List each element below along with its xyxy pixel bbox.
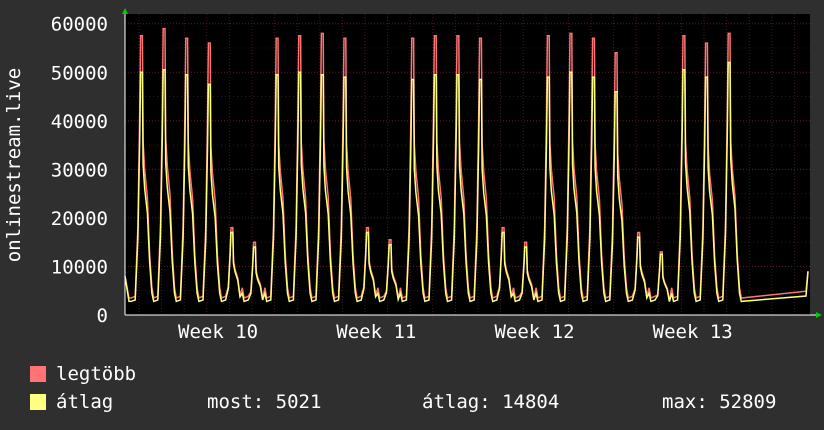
x-axis-arrow-icon <box>816 312 822 318</box>
stat-now: most: 5021 <box>207 391 322 413</box>
y-tick-label: 20000 <box>51 208 108 230</box>
y-tick-label: 40000 <box>51 111 108 133</box>
x-tick-label: Week 13 <box>653 321 733 343</box>
legend-swatch-avg <box>30 394 46 410</box>
y-axis-arrow-icon <box>122 8 128 14</box>
x-tick-label: Week 10 <box>178 321 258 343</box>
y-tick-label: 0 <box>97 305 108 327</box>
y-tick-label: 10000 <box>51 256 108 278</box>
y-ticks: 0 10000 20000 30000 40000 50000 60000 <box>51 14 108 327</box>
y-tick-label: 50000 <box>51 62 108 84</box>
x-ticks: Week 10 Week 11 Week 12 Week 13 <box>178 321 733 343</box>
series-line-atlag <box>124 61 809 303</box>
legend-item-avg: átlag <box>30 391 113 413</box>
x-tick-label: Week 12 <box>494 321 574 343</box>
legend-label-max: legtöbb <box>56 363 137 385</box>
stat-max: max: 52809 <box>662 391 777 413</box>
y-tick-label: 30000 <box>51 159 108 181</box>
x-tick-label: Week 11 <box>336 321 416 343</box>
legend-item-max: legtöbb <box>30 363 136 385</box>
y-axis-label: onlinestream.live <box>3 67 25 263</box>
legend-swatch-max <box>30 366 46 382</box>
y-tick-label: 60000 <box>51 14 108 36</box>
stat-avg: átlag: 14804 <box>422 391 560 413</box>
legend-label-avg: átlag <box>56 391 114 413</box>
